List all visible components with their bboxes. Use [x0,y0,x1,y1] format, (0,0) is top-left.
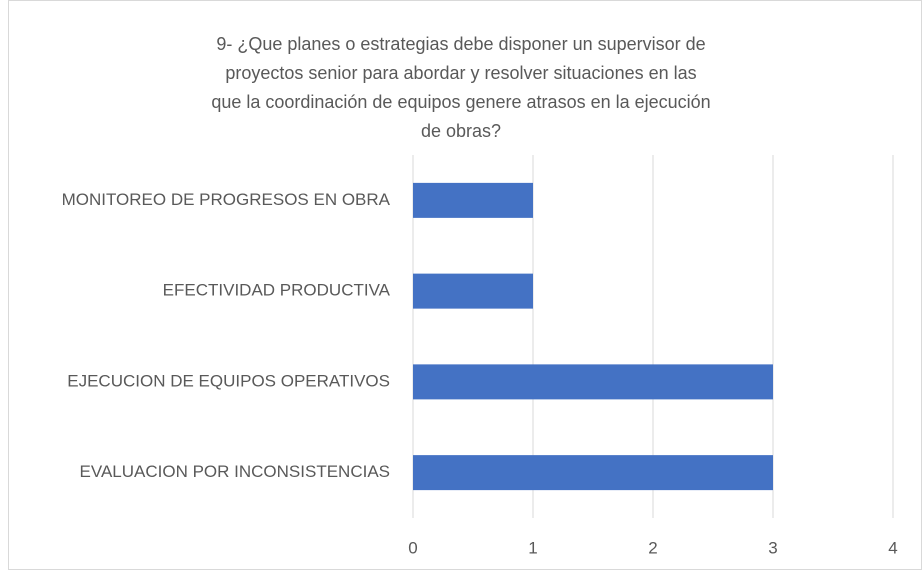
x-tick-label: 2 [648,538,657,557]
bar [413,455,773,491]
y-tick-label: EVALUACION POR INCONSISTENCIAS [80,462,390,481]
bar [413,364,773,400]
bar [413,182,533,218]
bar [413,273,533,309]
y-tick-label: EJECUCION DE EQUIPOS OPERATIVOS [67,371,390,390]
x-tick-label: 4 [888,538,897,557]
y-tick-label: MONITOREO DE PROGRESOS EN OBRA [62,190,391,209]
y-tick-label: EFECTIVIDAD PRODUCTIVA [163,281,391,300]
chart-title: 9- ¿Que planes o estrategias debe dispon… [211,34,711,141]
x-tick-label: 3 [768,538,777,557]
x-tick-label: 1 [528,538,537,557]
x-tick-label: 0 [408,538,417,557]
